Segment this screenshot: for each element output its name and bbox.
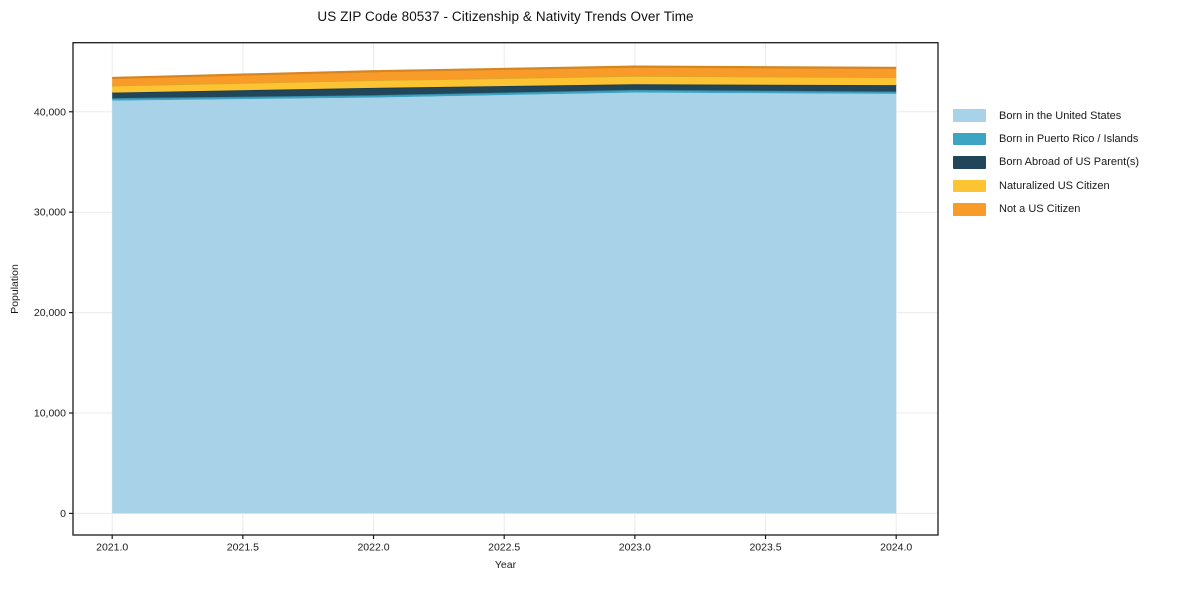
legend-swatch — [953, 132, 986, 146]
area-born-in-the-united-states — [112, 92, 897, 514]
x-tick-label: 2022.5 — [488, 542, 520, 554]
legend-item-born-in-the-united-states: Born in the United States — [953, 104, 1139, 127]
area-born-in-puerto-rico-islands — [112, 89, 897, 101]
area-naturalized-us-citizen — [112, 75, 897, 93]
legend-label: Not a US Citizen — [999, 203, 1081, 216]
legend-swatch — [953, 203, 986, 216]
area-born-abroad-of-us-parent-s — [112, 84, 897, 99]
chart-title: US ZIP Code 80537 - Citizenship & Nativi… — [317, 9, 694, 24]
area-edge-naturalized-us-citizen — [112, 75, 897, 87]
area-not-a-us-citizen — [112, 66, 897, 86]
x-tick-label: 2021.0 — [96, 542, 128, 554]
x-axis-label: Year — [494, 559, 517, 571]
x-tick-label: 2022.0 — [357, 542, 389, 554]
legend-item-not-a-us-citizen: Not a US Citizen — [953, 198, 1139, 221]
y-tick-label: 30,000 — [34, 207, 66, 219]
legend-swatch — [953, 179, 986, 193]
legend-label: Born in the United States — [999, 109, 1122, 122]
y-tick-label: 0 — [60, 508, 66, 520]
legend-swatch — [953, 156, 986, 169]
legend-label: Naturalized US Citizen — [999, 179, 1110, 192]
y-tick-label: 40,000 — [34, 106, 66, 118]
y-tick-label: 10,000 — [34, 408, 66, 420]
legend-item-born-abroad-of-us-parent-s: Born Abroad of US Parent(s) — [953, 151, 1139, 174]
y-tick-label: 20,000 — [34, 307, 66, 319]
legend-item-naturalized-us-citizen: Naturalized US Citizen — [953, 174, 1139, 197]
x-tick-label: 2023.5 — [749, 542, 781, 554]
plot-border — [72, 42, 939, 536]
x-tick-label: 2021.5 — [227, 542, 259, 554]
x-tick-label: 2023.0 — [619, 542, 651, 554]
legend-label: Born in Puerto Rico / Islands — [999, 133, 1139, 146]
y-axis-label: Population — [9, 264, 21, 314]
legend-swatch — [953, 109, 986, 122]
legend: Born in the United States Born in Puerto … — [953, 104, 1139, 221]
area-edge-not-a-us-citizen — [112, 65, 897, 80]
x-tick-label: 2024.0 — [880, 542, 912, 554]
legend-item-born-in-puerto-rico-islands: Born in Puerto Rico / Islands — [953, 127, 1139, 150]
legend-label: Born Abroad of US Parent(s) — [999, 156, 1140, 169]
